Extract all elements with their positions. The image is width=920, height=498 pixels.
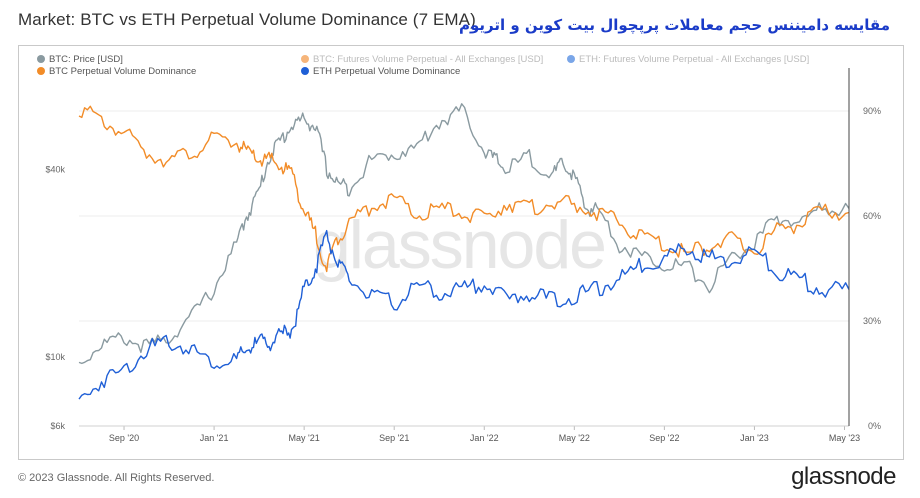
series-line-eth-dominance xyxy=(78,229,850,400)
right-tick-label: 90% xyxy=(863,106,881,116)
persian-subtitle: مقایسه دامیننس حجم معاملات پرپچوال بیت ک… xyxy=(458,16,890,34)
axes-group: 0% 30% 60% 90% $6k $10k $40k Sep '20 Jan '21 May … xyxy=(45,68,881,443)
chart-panel: BTC: Price [USD] BTC: Futures Volume Per… xyxy=(18,45,904,460)
watermark: glassnode xyxy=(313,207,605,283)
legend-dot-btc-dominance xyxy=(37,67,45,75)
x-tick-label: May '23 xyxy=(829,433,860,443)
x-tick-label: May '21 xyxy=(289,433,320,443)
x-tick-label: Sep '20 xyxy=(109,433,139,443)
series-group xyxy=(78,103,850,400)
legend-label-eth-futures: ETH: Futures Volume Perpetual - All Exch… xyxy=(579,54,810,65)
x-tick-label: Jan '22 xyxy=(470,433,499,443)
legend-eth-futures-volume[interactable]: ETH: Futures Volume Perpetual - All Exch… xyxy=(567,54,809,65)
left-tick-label: $10k xyxy=(45,352,65,362)
copyright: © 2023 Glassnode. All Rights Reserved. xyxy=(18,472,215,484)
left-tick-label: $40k xyxy=(45,165,65,175)
legend-btc-dominance[interactable]: BTC Perpetual Volume Dominance xyxy=(37,66,196,77)
brand-logo: glassnode xyxy=(791,463,896,490)
right-tick-label: 60% xyxy=(863,211,881,221)
x-tick-label: Jan '23 xyxy=(740,433,769,443)
page-title: Market: BTC vs ETH Perpetual Volume Domi… xyxy=(18,10,476,29)
right-tick-label: 0% xyxy=(868,421,881,431)
legend-dot-eth-futures xyxy=(567,55,575,63)
x-tick-label: Sep '21 xyxy=(379,433,409,443)
legend-dot-btc-futures xyxy=(301,55,309,63)
legend-dot-eth-dominance xyxy=(301,67,309,75)
x-tick-label: Jan '21 xyxy=(200,433,229,443)
legend-btc-price[interactable]: BTC: Price [USD] xyxy=(37,54,123,65)
legend-btc-futures-volume[interactable]: BTC: Futures Volume Perpetual - All Exch… xyxy=(301,54,543,65)
x-tick-label: May '22 xyxy=(559,433,590,443)
legend-label-btc-futures: BTC: Futures Volume Perpetual - All Exch… xyxy=(313,54,544,65)
legend-label-btc-price: BTC: Price [USD] xyxy=(49,54,123,65)
legend-label-btc-dominance: BTC Perpetual Volume Dominance xyxy=(49,66,197,77)
series-line-btc-price xyxy=(78,103,850,365)
legend-label-eth-dominance: ETH Perpetual Volume Dominance xyxy=(313,66,461,77)
legend-eth-dominance[interactable]: ETH Perpetual Volume Dominance xyxy=(301,66,460,77)
right-tick-label: 30% xyxy=(863,316,881,326)
series-line-btc-dominance xyxy=(78,105,850,273)
legend-dot-btc-price xyxy=(37,55,45,63)
left-tick-label: $6k xyxy=(50,421,65,431)
x-tick-label: Sep '22 xyxy=(649,433,679,443)
chart-svg[interactable]: glassnode 0% 30% 60% 90% $6k $10k $40k Sep '20 J… xyxy=(19,46,903,459)
